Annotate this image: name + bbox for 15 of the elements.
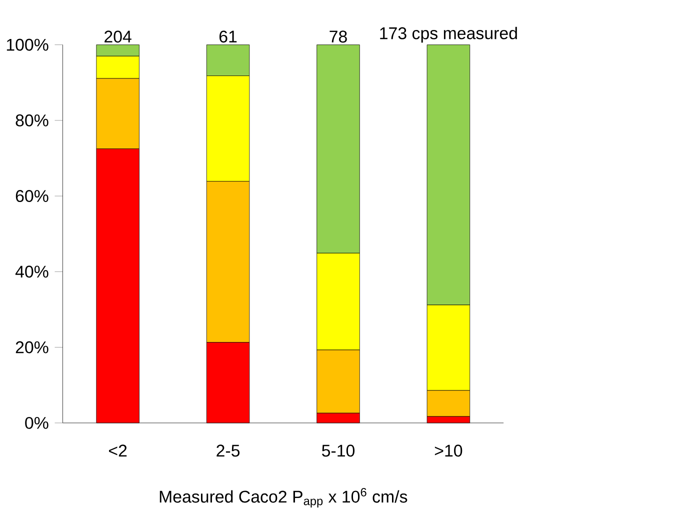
text: 78 [330, 30, 347, 42]
x-tick-label: 5-10 [322, 444, 355, 456]
x-tick-label: >10 [434, 444, 462, 456]
x-axis-title: Measured Caco2 P$_{app}$ x 10$^{6}$ cm/s [160, 488, 408, 508]
text: 61 [219, 30, 237, 42]
y-tick-label: 40% [15, 265, 48, 278]
y-tick-label: 100% [6, 38, 48, 51]
y-tick-label: 60% [16, 190, 48, 202]
text: 204 [104, 30, 132, 42]
x-tick-label: 2-5 [216, 444, 240, 456]
y-tick-label: 0% [25, 416, 48, 429]
y-tick-label: 80% [16, 114, 48, 126]
text: 173 cps measured [380, 26, 517, 42]
y-tick-label: 20% [16, 341, 48, 354]
x-tick-label: <2 [109, 444, 127, 456]
